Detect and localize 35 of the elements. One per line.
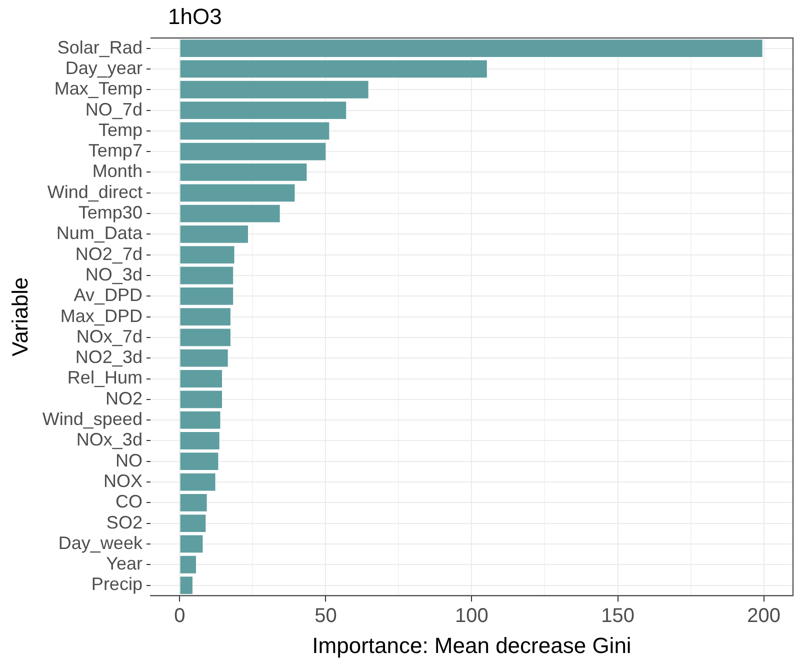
x-axis-title: Importance: Mean decrease Gini [312,632,632,658]
y-tick-label: Temp30 [78,202,142,223]
x-tick-label: 200 [747,605,780,628]
y-tick-label: NO2_3d [75,347,142,368]
y-tick-label: Rel_Hum [67,368,142,388]
y-tick-label: NOx_7d [76,326,142,346]
y-tick-label: Wind_speed [42,409,142,430]
x-tick-label: 50 [314,605,337,628]
y-tick-label: Month [92,161,142,182]
y-tick-label: Day_year [65,58,142,78]
y-tick-label: NO_7d [85,99,142,120]
y-tick-label: SO2 [106,512,142,532]
x-tick-label: 0 [174,605,186,628]
y-tick-label: NOX [103,470,142,491]
y-tick-label: Wind_direct [47,182,142,202]
y-tick-label: Av_DPD [74,285,142,306]
y-tick-label: Temp [98,120,142,140]
x-tick-label: 150 [601,605,634,628]
y-tick-label: NO_3d [85,264,142,284]
y-tick-label: Solar_Rad [57,37,142,58]
y-tick-label: Day_week [58,532,144,553]
x-tick-label: 100 [455,605,488,628]
y-tick-label: NO [115,450,142,470]
y-tick-label: Num_Data [56,223,144,244]
y-tick-label: NO2 [105,388,142,408]
y-tick-label: Year [106,554,142,574]
y-tick-label: NO2_7d [75,244,142,264]
y-axis-title: Variable [7,277,32,356]
y-tick-label: Temp7 [88,140,142,161]
y-tick-label: Max_Temp [54,78,142,99]
y-tick-label: Precip [91,574,142,594]
y-tick-label: Max_DPD [60,306,142,326]
chart-title: 1hO3 [168,4,222,30]
y-tick-label: CO [115,492,142,512]
y-tick-label: NOx_3d [76,430,142,450]
